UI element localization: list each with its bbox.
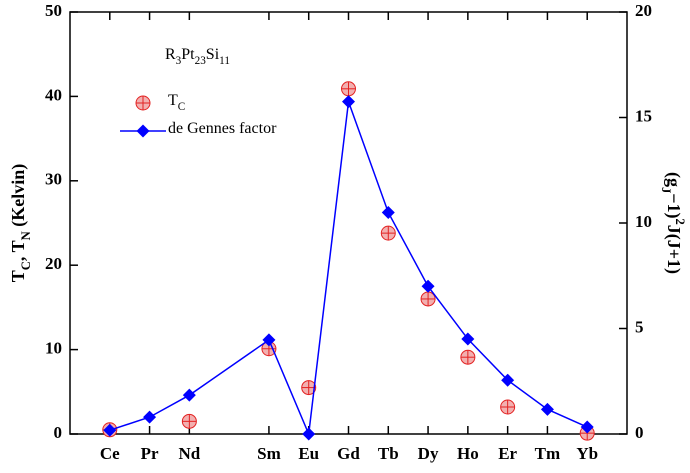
x-tick-label: Gd [337, 444, 360, 463]
y2-tick-label: 0 [635, 423, 644, 442]
diamond-marker [182, 388, 196, 402]
x-tick-label: Pr [141, 444, 159, 463]
x-tick-label: Eu [298, 444, 319, 463]
annotation-part: Si [206, 46, 220, 63]
legend-label-part: C [178, 101, 185, 113]
diamond-marker [262, 333, 276, 347]
y2-axis-label-part: J(J+1) [663, 225, 684, 274]
legend-label-part: de Gennes factor [168, 120, 277, 137]
y2-tick-label: 5 [635, 317, 644, 336]
y-tick-label: 20 [45, 254, 62, 273]
y-axis-label-part: (Kelvin) [8, 164, 29, 232]
y-tick-label: 50 [45, 1, 62, 20]
x-tick-label: Ce [100, 444, 120, 463]
x-tick-label: Nd [178, 444, 200, 463]
diamond-marker [103, 423, 117, 437]
diamond-marker [461, 332, 475, 346]
annotation-part: 3 [176, 55, 182, 67]
y2-axis-label: (gJ−1)2J(J+1) [659, 172, 687, 274]
annotation-part: Pt [181, 46, 195, 63]
x-tick-label: Yb [576, 444, 598, 463]
y2-axis-label-part: −1) [663, 193, 684, 218]
legend-label-part: T [168, 92, 178, 109]
diamond-marker [381, 205, 395, 219]
y2-tick-label: 15 [635, 106, 652, 125]
plot-frame [69, 11, 628, 435]
y2-axis-label-part: (g [663, 172, 684, 187]
diamond-marker [342, 95, 355, 109]
y2-axis-label-part: J [659, 187, 673, 193]
diamond-marker [302, 427, 316, 441]
x-tick-label: Tm [535, 444, 561, 463]
diamond-marker [136, 124, 150, 138]
series-line [109, 101, 588, 437]
y-axis-label-part: N [19, 231, 33, 240]
y-axis-label-part: C [19, 261, 33, 270]
y2-tick-label: 10 [635, 212, 652, 231]
annotation: R3Pt23Si11 [165, 46, 230, 67]
diamond-marker [540, 402, 554, 416]
legend-label: de Gennes factor [168, 120, 277, 137]
y-axis-label: TC, TN (Kelvin) [8, 164, 33, 282]
y-tick-label: 30 [45, 170, 62, 189]
annotation-part: 23 [195, 55, 207, 67]
x-tick-label: Er [498, 444, 517, 463]
legend-label: TC [168, 92, 185, 113]
diamond-marker [580, 420, 594, 434]
diamond-marker [501, 373, 515, 387]
y-axis-label-part: , T [8, 240, 28, 261]
y-tick-label: 10 [45, 339, 62, 358]
x-tick-label: Tb [378, 444, 399, 463]
y-axis-label-part: T [8, 270, 28, 282]
x-tick-label: Ho [457, 444, 479, 463]
diamond-marker [143, 410, 157, 424]
y2-tick-label: 20 [635, 1, 652, 20]
diamond-marker [421, 279, 435, 293]
y-tick-label: 40 [45, 85, 62, 104]
y-tick-label: 0 [54, 423, 63, 442]
annotation-part: R [165, 46, 176, 63]
y2-axis-label-part: 2 [673, 219, 687, 225]
x-tick-label: Sm [257, 444, 281, 463]
annotation-part: 11 [219, 55, 230, 67]
x-tick-label: Dy [418, 444, 439, 463]
